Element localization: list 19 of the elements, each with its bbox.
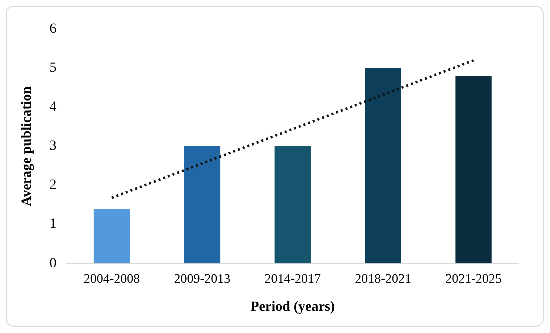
y-tick-label: 5 [50,61,57,76]
x-tick-label: 2021-2025 [446,270,502,286]
y-tick-label: 3 [50,139,57,154]
bar [184,146,221,264]
bar [456,76,492,264]
x-tick-label: 2004-2008 [84,270,140,286]
x-tick-label: 2014-2017 [264,270,322,286]
bar [274,146,311,264]
x-tick-label: 2009-2013 [174,270,231,286]
bar [365,68,402,264]
y-tick-label: 2 [50,178,57,194]
x-tick-label: 2018-2021 [355,270,412,286]
y-tick-label: 4 [50,100,57,116]
y-tick-label: 1 [50,217,57,232]
y-tick-label: 6 [50,22,57,38]
y-tick-label: 0 [50,256,57,272]
bar [94,208,130,264]
x-axis-title: Period (years) [250,300,336,316]
y-axis-title: Average publication [20,86,36,206]
